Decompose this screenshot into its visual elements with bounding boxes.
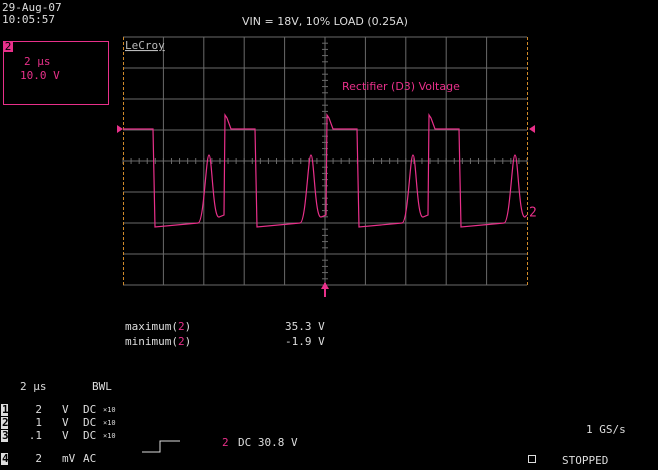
state-box [528,455,536,463]
channel-badge [1,430,8,442]
offset-marker-right [529,125,535,133]
channel-id: 3 [2,429,9,442]
channel-id: 1 [2,403,9,416]
channel-coupling: DC [83,416,96,429]
channel-unit: V [62,416,69,429]
brand: LeCroy [125,39,165,52]
time: 10:05:57 [2,13,55,26]
graticule [122,36,528,286]
channel-unit: mV [62,452,76,465]
meas-value: -1.9 V [285,335,325,348]
channel-scale: 2 [35,452,42,465]
volts-div: 10.0 V [20,69,60,82]
channel-box [3,41,109,105]
trigger-channel: 2 [222,436,229,449]
waveform [123,113,528,228]
trigger-icon [142,440,180,453]
timebase: 2 μs [24,55,51,68]
channel-probe: ×10 [103,419,116,427]
channel-badge [3,41,13,52]
channel-coupling: AC [83,452,96,465]
offset-marker [117,125,123,133]
acq-state: STOPPED [562,454,608,467]
channel-probe: ×10 [103,432,116,440]
title: VIN = 18V, 10% LOAD (0.25A) [242,15,408,28]
channel-badge [1,404,8,416]
bandwidth-limit: BWL [92,380,112,393]
meas-label: minimum(2) [125,335,191,348]
sample-rate: 1 GS/s [586,423,626,436]
channel-scale: 2 [35,403,42,416]
channel-id: 2 [5,40,12,53]
channel-badge [1,417,8,429]
channel-probe: ×10 [103,406,116,414]
channel-badge [1,453,8,465]
channel-id: 4 [2,452,9,465]
channel-scale: .1 [29,429,42,442]
date: 29-Aug-07 [2,1,62,14]
channel-unit: V [62,429,69,442]
channel-unit: V [62,403,69,416]
channel-coupling: DC [83,429,96,442]
trigger-arrow [321,282,329,289]
meas-value: 35.3 V [285,320,325,333]
channel-coupling: DC [83,403,96,416]
channel-scale: 1 [35,416,42,429]
channel-id: 2 [2,416,9,429]
meas-label: maximum(2) [125,320,191,333]
trace-marker: 2 [529,206,537,221]
trace-label: Rectifier (D3) Voltage [342,80,460,93]
trigger-setting: DC 30.8 V [238,436,298,449]
status-timebase: 2 μs [20,380,47,393]
channel-rows: 1 2 V DC ×102 1 V DC ×103.1 V DC ×104 2 mV AC [1,403,116,465]
